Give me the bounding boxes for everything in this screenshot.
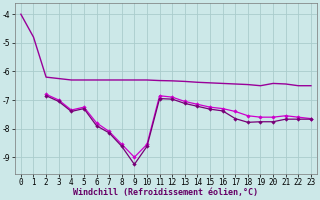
X-axis label: Windchill (Refroidissement éolien,°C): Windchill (Refroidissement éolien,°C)	[73, 188, 258, 197]
